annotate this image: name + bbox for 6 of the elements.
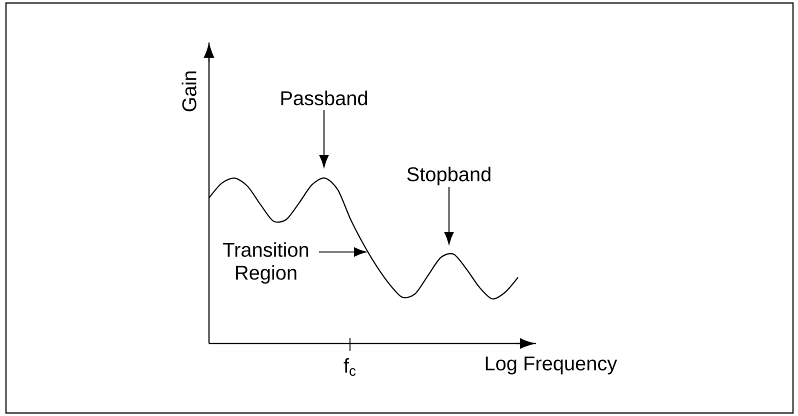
y-axis-title: Gain bbox=[182, 72, 196, 112]
annotation: Stopband bbox=[407, 166, 490, 186]
text: f$_{c}$ bbox=[344, 358, 356, 376]
annotation: Transition Region bbox=[223, 242, 308, 284]
text: Passband bbox=[281, 90, 368, 106]
x-axis-title: Log Frequency bbox=[486, 356, 618, 374]
